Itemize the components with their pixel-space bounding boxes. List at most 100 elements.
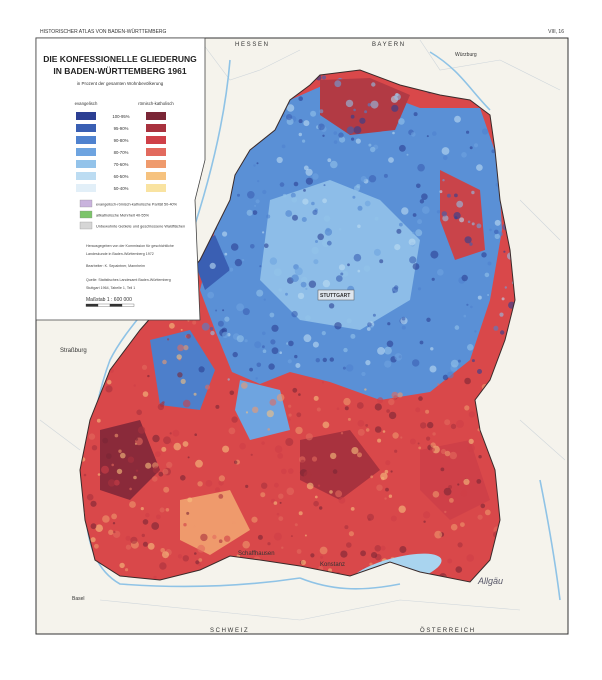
texture-dot — [374, 216, 379, 221]
texture-dot — [444, 510, 447, 514]
texture-dot — [279, 501, 282, 504]
texture-dot — [427, 421, 434, 429]
texture-dot — [215, 404, 220, 409]
texture-dot — [441, 211, 447, 217]
texture-dot — [145, 462, 152, 469]
texture-dot — [291, 310, 298, 318]
texture-dot — [145, 512, 150, 518]
texture-dot — [306, 482, 314, 490]
texture-dot — [286, 342, 289, 345]
texture-dot — [335, 490, 343, 498]
texture-dot — [177, 554, 183, 559]
texture-dot — [257, 180, 260, 183]
texture-dot — [116, 468, 123, 475]
texture-dot — [473, 143, 479, 148]
texture-dot — [311, 201, 315, 206]
texture-dot — [356, 184, 361, 188]
texture-dot — [300, 459, 305, 464]
texture-dot — [484, 509, 491, 516]
texture-dot — [437, 383, 440, 386]
texture-dot — [135, 469, 139, 472]
texture-dot — [107, 479, 116, 487]
texture-dot — [390, 515, 397, 522]
texture-dot — [119, 562, 125, 569]
texture-dot — [409, 256, 417, 264]
texture-dot — [346, 318, 352, 324]
texture-dot — [298, 96, 304, 101]
legend-column: römisch-katholisch — [138, 101, 174, 106]
legend-label: 60-50% — [114, 174, 129, 179]
texture-dot — [322, 198, 327, 204]
texture-dot — [408, 238, 416, 246]
legend-note: Stuttgart 1964, Tabelle 1, Teil 1 — [86, 286, 135, 290]
texture-dot — [129, 487, 132, 491]
texture-dot — [255, 377, 258, 380]
texture-dot — [253, 164, 256, 167]
texture-dot — [390, 470, 393, 473]
texture-dot — [355, 138, 361, 144]
texture-dot — [300, 559, 306, 566]
legend-label: 90-80% — [114, 138, 129, 143]
texture-dot — [353, 126, 362, 134]
texture-dot — [450, 359, 459, 368]
texture-dot — [504, 286, 507, 289]
texture-dot — [291, 196, 298, 203]
texture-dot — [218, 475, 225, 482]
country-label: Ö S T E R R E I C H — [420, 627, 474, 634]
texture-dot — [471, 190, 475, 195]
texture-dot — [198, 366, 205, 373]
texture-dot — [454, 115, 461, 123]
texture-dot — [152, 476, 158, 482]
texture-dot — [241, 382, 248, 389]
texture-dot — [446, 371, 454, 379]
texture-dot — [406, 153, 409, 156]
texture-dot — [417, 287, 422, 291]
texture-dot — [90, 500, 97, 507]
texture-dot — [417, 442, 420, 445]
texture-dot — [482, 128, 489, 135]
texture-dot — [383, 173, 388, 178]
texture-dot — [377, 438, 382, 443]
texture-dot — [302, 139, 306, 143]
legend-swatch — [146, 172, 166, 180]
texture-dot — [286, 114, 293, 121]
texture-dot — [494, 229, 499, 235]
city-label: Schaffhausen — [238, 551, 275, 557]
texture-dot — [162, 468, 169, 475]
texture-dot — [198, 563, 202, 566]
texture-dot — [269, 312, 275, 318]
texture-dot — [443, 155, 448, 161]
texture-dot — [183, 523, 187, 527]
texture-dot — [457, 359, 461, 363]
texture-dot — [412, 231, 415, 235]
city-label: Würzburg — [455, 52, 477, 58]
texture-dot — [484, 272, 490, 278]
city-label: Basel — [72, 596, 85, 602]
texture-dot — [313, 395, 319, 401]
texture-dot — [388, 411, 397, 420]
scale-bar — [109, 303, 123, 307]
texture-dot — [323, 184, 326, 187]
legend-swatch — [146, 160, 166, 168]
texture-dot — [102, 437, 109, 444]
texture-dot — [338, 264, 346, 271]
texture-dot — [234, 258, 243, 267]
legend-title: DIE KONFESSIONELLE GLIEDERUNG — [43, 54, 197, 64]
texture-dot — [448, 485, 453, 489]
texture-dot — [303, 334, 312, 343]
texture-dot — [420, 422, 427, 429]
texture-dot — [108, 529, 114, 535]
city-label: Straßburg — [60, 348, 87, 354]
texture-dot — [412, 213, 417, 217]
texture-dot — [444, 450, 451, 457]
texture-dot — [302, 198, 309, 205]
texture-dot — [477, 514, 483, 520]
texture-dot — [186, 511, 190, 515]
state-border — [79, 69, 516, 583]
texture-dot — [345, 99, 354, 108]
texture-dot — [457, 542, 463, 548]
texture-dot — [388, 398, 395, 406]
texture-dot — [288, 413, 292, 417]
texture-dot — [348, 531, 354, 537]
legend-note: Quelle: Statistisches Landesamt Baden-Wü… — [86, 278, 171, 282]
